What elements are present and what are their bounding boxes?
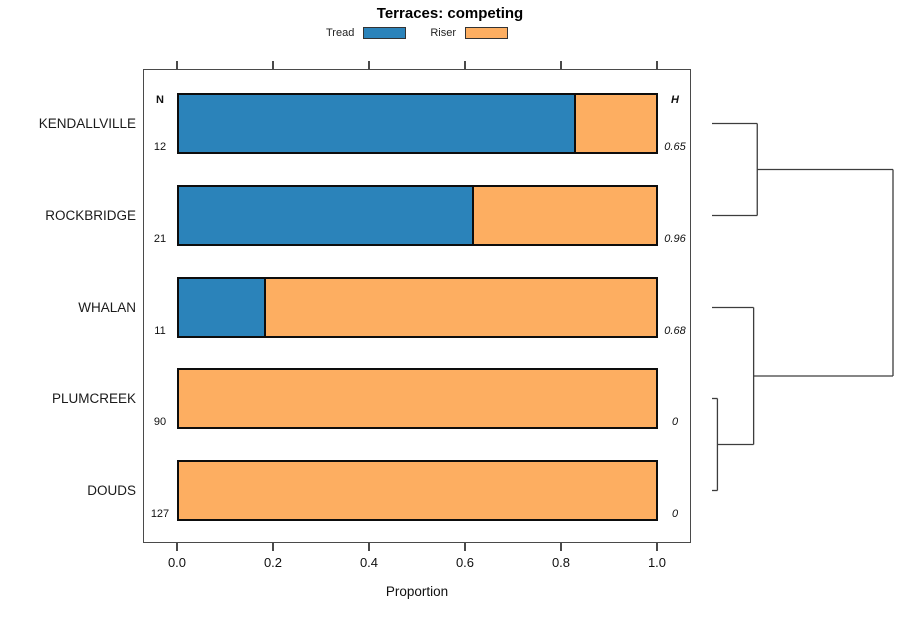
n-value: 21 — [153, 232, 167, 245]
legend-item-tread: Tread — [326, 27, 407, 39]
bar-plumcreek — [177, 368, 658, 429]
plot-frame — [143, 69, 691, 543]
x-tick-top — [368, 61, 370, 69]
category-label: ROCKBRIDGE — [45, 207, 136, 223]
category-label: WHALAN — [78, 299, 136, 315]
h-value: 0.65 — [664, 140, 686, 153]
bar-segment-tread — [179, 95, 577, 152]
x-tick-bottom — [560, 543, 562, 551]
x-tick-bottom — [272, 543, 274, 551]
n-value: 11 — [154, 324, 166, 337]
x-tick-label: 0.8 — [551, 555, 571, 570]
x-tick-label: 1.0 — [647, 555, 667, 570]
n-value: 127 — [150, 507, 170, 520]
h-value: 0 — [671, 507, 679, 520]
h-value: 0.96 — [664, 232, 686, 245]
legend-label-riser: Riser — [430, 27, 456, 39]
n-value: 12 — [153, 140, 167, 153]
bar-kendallville — [177, 93, 658, 154]
x-tick-label: 0.2 — [263, 555, 283, 570]
x-tick-top — [176, 61, 178, 69]
x-tick-bottom — [176, 543, 178, 551]
x-tick-top — [656, 61, 658, 69]
category-label: KENDALLVILLE — [38, 115, 136, 131]
x-tick-label: 0.6 — [455, 555, 475, 570]
x-tick-bottom — [368, 543, 370, 551]
chart-title: Terraces: competing — [376, 5, 524, 22]
bar-rockbridge — [177, 185, 658, 246]
category-label: PLUMCREEK — [51, 390, 136, 406]
legend: Tread Riser — [326, 27, 508, 39]
h-value: 0.68 — [664, 324, 686, 337]
n-value: 90 — [153, 415, 167, 428]
tread-swatch-icon — [363, 27, 407, 39]
x-tick-bottom — [464, 543, 466, 551]
x-tick-top — [464, 61, 466, 69]
h-column-header: H — [671, 94, 679, 106]
x-tick-bottom — [656, 543, 658, 551]
h-value: 0 — [671, 415, 679, 428]
bar-segment-tread — [179, 279, 266, 336]
x-axis-title: Proportion — [385, 584, 449, 599]
bar-whalan — [177, 277, 658, 338]
bar-douds — [177, 460, 658, 521]
category-label: DOUDS — [87, 482, 136, 498]
legend-label-tread: Tread — [326, 27, 355, 39]
bar-segment-tread — [179, 187, 475, 244]
x-tick-top — [560, 61, 562, 69]
x-tick-label: 0.0 — [167, 555, 187, 570]
x-tick-label: 0.4 — [359, 555, 379, 570]
n-column-header: N — [156, 94, 164, 106]
riser-swatch-icon — [465, 27, 508, 39]
x-tick-top — [272, 61, 274, 69]
legend-item-riser: Riser — [430, 27, 508, 39]
